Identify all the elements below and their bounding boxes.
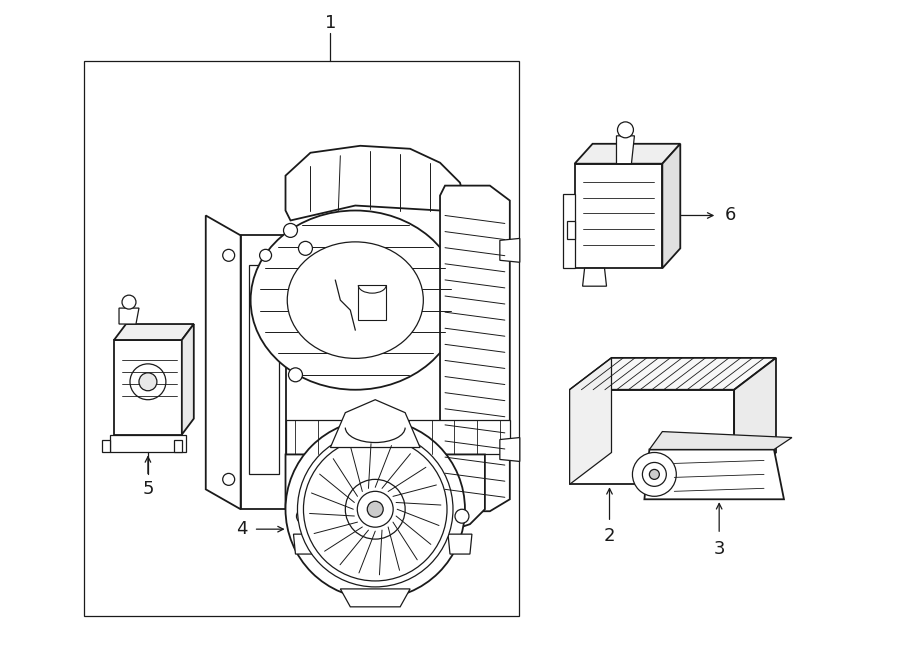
- Polygon shape: [174, 440, 182, 453]
- Polygon shape: [500, 438, 520, 461]
- Ellipse shape: [287, 242, 423, 358]
- Circle shape: [298, 432, 453, 587]
- Circle shape: [617, 122, 634, 137]
- Circle shape: [285, 420, 465, 599]
- Circle shape: [650, 469, 660, 479]
- Polygon shape: [182, 324, 194, 434]
- Bar: [358, 285, 386, 320]
- Circle shape: [299, 241, 312, 255]
- Ellipse shape: [250, 210, 460, 390]
- Circle shape: [259, 249, 272, 261]
- Polygon shape: [110, 434, 185, 453]
- Polygon shape: [574, 164, 662, 268]
- Polygon shape: [644, 449, 784, 499]
- Polygon shape: [340, 589, 410, 607]
- Polygon shape: [570, 358, 611, 485]
- Circle shape: [289, 368, 302, 382]
- Polygon shape: [448, 534, 472, 554]
- Circle shape: [122, 295, 136, 309]
- Circle shape: [296, 509, 310, 524]
- Polygon shape: [119, 308, 139, 324]
- Polygon shape: [562, 194, 574, 268]
- Polygon shape: [102, 440, 110, 453]
- Polygon shape: [293, 534, 318, 554]
- Polygon shape: [440, 186, 509, 511]
- Polygon shape: [330, 400, 420, 447]
- Polygon shape: [285, 455, 485, 534]
- Circle shape: [130, 364, 166, 400]
- Polygon shape: [114, 324, 194, 340]
- Polygon shape: [650, 432, 792, 449]
- Circle shape: [303, 438, 447, 581]
- Polygon shape: [343, 534, 367, 554]
- Text: 6: 6: [724, 206, 736, 225]
- Polygon shape: [240, 235, 285, 509]
- Polygon shape: [734, 358, 776, 485]
- Polygon shape: [662, 144, 680, 268]
- Circle shape: [222, 249, 235, 261]
- Text: 2: 2: [604, 527, 616, 545]
- Text: 5: 5: [142, 481, 154, 498]
- Polygon shape: [285, 146, 465, 221]
- Polygon shape: [574, 144, 680, 164]
- Circle shape: [455, 509, 469, 524]
- Polygon shape: [582, 268, 607, 286]
- Text: 1: 1: [325, 15, 336, 32]
- Circle shape: [643, 463, 666, 486]
- Circle shape: [633, 453, 676, 496]
- Polygon shape: [570, 390, 734, 485]
- Polygon shape: [500, 239, 520, 262]
- Polygon shape: [403, 534, 427, 554]
- Text: 3: 3: [714, 540, 724, 558]
- Polygon shape: [114, 340, 182, 434]
- Polygon shape: [567, 221, 574, 239]
- Polygon shape: [285, 420, 509, 455]
- Polygon shape: [206, 215, 240, 509]
- Circle shape: [357, 491, 393, 527]
- Polygon shape: [616, 136, 634, 164]
- Circle shape: [222, 473, 235, 485]
- Circle shape: [139, 373, 157, 391]
- Text: 4: 4: [236, 520, 248, 538]
- Polygon shape: [84, 61, 518, 616]
- Circle shape: [284, 223, 298, 237]
- Polygon shape: [248, 265, 278, 475]
- Circle shape: [346, 479, 405, 539]
- Circle shape: [367, 501, 383, 517]
- Polygon shape: [570, 358, 776, 390]
